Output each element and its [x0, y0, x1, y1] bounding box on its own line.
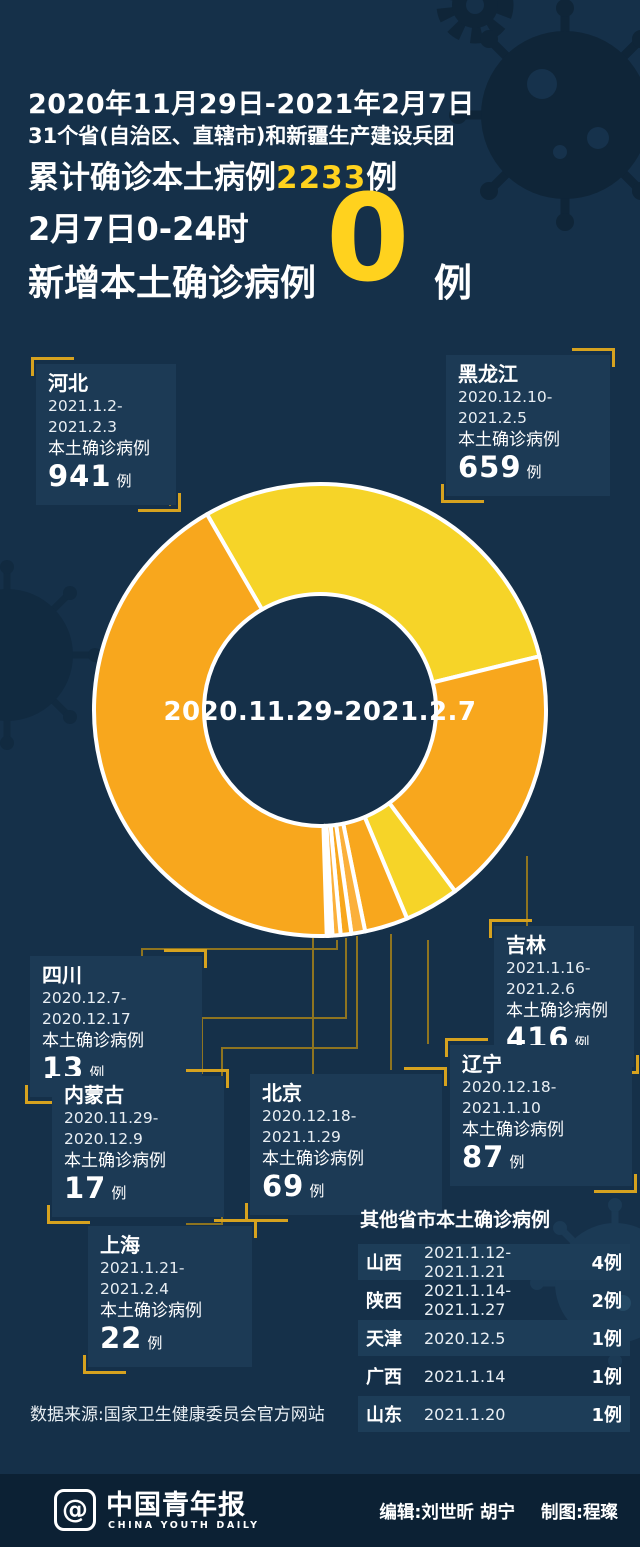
corner-bracket-icon — [594, 1174, 637, 1193]
header-cumulative-line: 累计确诊本土病例2233例 — [28, 152, 397, 197]
callout-date-range: 2021.1.2-2021.2.3 — [48, 397, 123, 436]
cumulative-unit: 例 — [366, 160, 398, 196]
callout-value: 87 例 — [462, 1140, 525, 1174]
header-report-window: 2月7日0-24时 — [28, 210, 249, 248]
callout-label: 本土确诊病例 — [64, 1151, 166, 1171]
virus-decoration-top-right — [436, 0, 640, 231]
callout-label: 本土确诊病例 — [506, 1001, 608, 1021]
callout-heilongjiang: 黑龙江 2020.12.10-2021.2.5 本土确诊病例 659 例 — [441, 348, 615, 503]
table-row: 山东 2021.1.20 1例 — [358, 1396, 630, 1432]
callout-value: 22 例 — [100, 1321, 163, 1355]
callout-province: 内蒙古 — [64, 1083, 124, 1107]
callout-label: 本土确诊病例 — [100, 1301, 202, 1321]
donut-segment-吉林 — [387, 654, 548, 894]
corner-bracket-icon — [489, 919, 532, 938]
credit-editor: 编辑:刘世昕 胡宁 — [379, 1503, 515, 1523]
callout-neimenggu: 内蒙古 2020.11.29-2020.12.9 本土确诊病例 17 例 — [47, 1069, 229, 1224]
table-row: 广西 2021.1.14 1例 — [366, 1366, 622, 1389]
corner-bracket-icon — [47, 1205, 90, 1224]
corner-bracket-icon — [164, 949, 207, 968]
corner-bracket-icon — [138, 493, 181, 512]
header-scope: 31个省(自治区、直辖市)和新疆生产建设兵团 — [28, 124, 455, 148]
donut-segment-黑龙江 — [205, 482, 542, 685]
cumulative-label: 累计确诊本土病例 — [28, 160, 276, 196]
callout-liaoning: 辽宁 2020.12.18-2021.1.10 本土确诊病例 87 例 — [445, 1038, 637, 1193]
china-youth-daily-logo-icon: @ — [54, 1489, 96, 1531]
credit-designer: 制图:程璨 — [541, 1503, 618, 1523]
new-cases-unit: 例 — [434, 261, 473, 305]
callout-date-range: 2020.12.18-2021.1.29 — [262, 1107, 357, 1146]
callout-label: 本土确诊病例 — [262, 1149, 364, 1169]
callout-province: 北京 — [262, 1081, 302, 1105]
other-provinces-table: 其他省市本土确诊病例 山西 2021.1.12-2021.1.21 4例 陕西 … — [358, 1205, 630, 1434]
callout-province: 上海 — [100, 1233, 140, 1257]
callout-label: 本土确诊病例 — [48, 439, 150, 459]
table-title: 其他省市本土确诊病例 — [360, 1209, 551, 1231]
table-row: 陕西 2021.1.14-2021.1.27 2例 — [366, 1281, 622, 1319]
callout-province: 四川 — [42, 963, 82, 987]
corner-bracket-icon — [83, 1355, 126, 1374]
table-row: 山西 2021.1.12-2021.1.21 4例 — [358, 1243, 630, 1281]
callout-hebei: 河北 2021.1.2-2021.2.3 本土确诊病例 941 例 — [31, 357, 181, 512]
callout-value: 69 例 — [262, 1169, 325, 1203]
corner-bracket-icon — [31, 357, 74, 376]
corner-bracket-icon — [245, 1203, 288, 1222]
corner-bracket-icon — [214, 1219, 257, 1238]
callout-province: 河北 — [48, 371, 88, 395]
donut-center-label: 2020.11.29-2021.2.7 — [163, 697, 477, 727]
callout-label: 本土确诊病例 — [42, 1031, 144, 1051]
callout-date-range: 2020.12.18-2021.1.10 — [462, 1078, 557, 1117]
corner-bracket-icon — [572, 348, 615, 367]
callout-beijing: 北京 2020.12.18-2021.1.29 本土确诊病例 69 例 — [245, 1067, 447, 1222]
callout-label: 本土确诊病例 — [462, 1120, 564, 1140]
footer-bar — [0, 1474, 640, 1547]
callout-date-range: 2020.11.29-2020.12.9 — [64, 1109, 159, 1148]
callout-value: 17 例 — [64, 1171, 127, 1205]
callout-date-range: 2020.12.7-2020.12.17 — [42, 989, 131, 1028]
callout-label: 本土确诊病例 — [458, 430, 560, 450]
corner-bracket-icon — [445, 1038, 488, 1057]
brand-name-en: CHINA YOUTH DAILY — [108, 1520, 260, 1531]
donut-segment-河北 — [92, 512, 329, 938]
callout-date-range: 2021.1.21-2021.2.4 — [100, 1259, 185, 1298]
callout-province: 黑龙江 — [458, 362, 518, 386]
header-new-cases-label: 新增本土确诊病例 — [28, 263, 317, 304]
callout-value: 659 例 — [458, 450, 542, 484]
callout-province: 吉林 — [506, 933, 546, 957]
callout-shanghai: 上海 2021.1.21-2021.2.4 本土确诊病例 22 例 — [83, 1219, 257, 1374]
new-cases-big-number: 0 — [326, 170, 410, 309]
corner-bracket-icon — [404, 1067, 447, 1086]
table-row: 天津 2020.12.5 1例 — [358, 1320, 630, 1356]
callout-date-range: 2021.1.16-2021.2.6 — [506, 959, 591, 998]
donut-chart — [92, 482, 548, 938]
callout-jilin: 吉林 2021.1.16-2021.2.6 本土确诊病例 416 例 — [489, 919, 639, 1074]
cumulative-count: 2233 — [276, 160, 367, 196]
callout-date-range: 2020.12.10-2021.2.5 — [458, 388, 553, 427]
callout-province: 辽宁 — [462, 1052, 502, 1076]
callout-value: 941 例 — [48, 459, 132, 493]
corner-bracket-icon — [186, 1069, 229, 1088]
header-date-range: 2020年11月29日-2021年2月7日 — [28, 89, 475, 120]
data-source-note: 数据来源:国家卫生健康委员会官方网站 — [30, 1405, 325, 1425]
corner-bracket-icon — [441, 484, 484, 503]
corner-bracket-icon — [25, 1085, 68, 1104]
brand-name-cn: 中国青年报 — [106, 1490, 246, 1521]
credits: 编辑:刘世昕 胡宁 制图:程璨 — [379, 1499, 618, 1524]
